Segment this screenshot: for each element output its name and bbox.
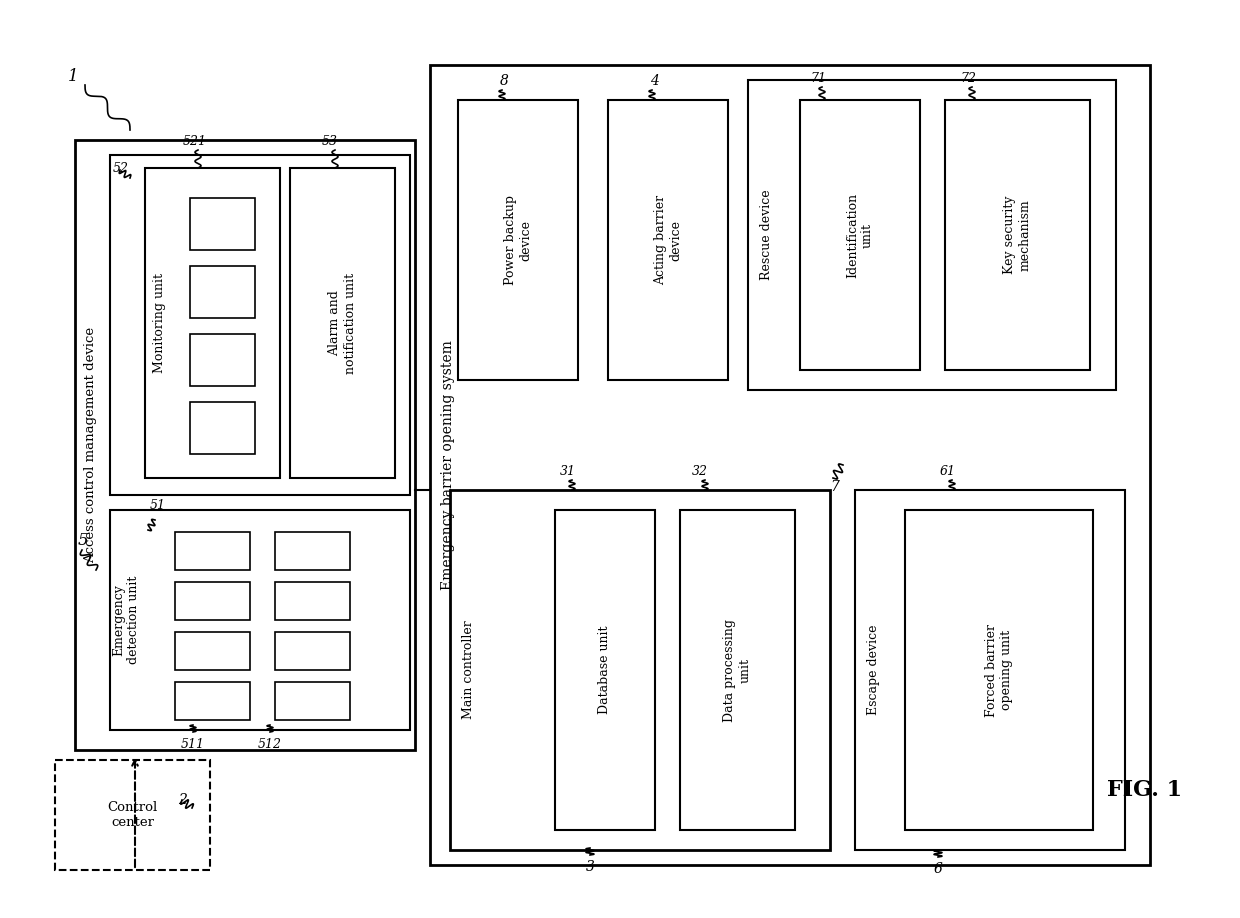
Text: Emergency barrier opening system: Emergency barrier opening system	[441, 340, 455, 590]
FancyBboxPatch shape	[175, 532, 250, 570]
FancyBboxPatch shape	[190, 334, 255, 386]
Text: Identification
unit: Identification unit	[846, 193, 874, 277]
FancyBboxPatch shape	[458, 100, 578, 380]
FancyBboxPatch shape	[275, 582, 350, 620]
Text: Acting barrier
device: Acting barrier device	[653, 195, 682, 285]
FancyBboxPatch shape	[430, 65, 1149, 865]
FancyBboxPatch shape	[190, 266, 255, 318]
FancyBboxPatch shape	[145, 168, 280, 478]
FancyBboxPatch shape	[450, 490, 830, 850]
FancyBboxPatch shape	[945, 100, 1090, 370]
Text: Database unit: Database unit	[599, 626, 611, 714]
Text: Power backup
device: Power backup device	[503, 195, 532, 285]
Text: Escape device: Escape device	[867, 625, 879, 715]
FancyBboxPatch shape	[110, 155, 410, 495]
FancyBboxPatch shape	[680, 510, 795, 830]
Text: Key security
mechanism: Key security mechanism	[1003, 196, 1032, 274]
Text: 512: 512	[258, 738, 281, 751]
Text: Forced barrier
opening unit: Forced barrier opening unit	[985, 623, 1013, 717]
FancyBboxPatch shape	[175, 582, 250, 620]
FancyBboxPatch shape	[905, 510, 1092, 830]
Text: Data processing
unit: Data processing unit	[723, 619, 751, 722]
Text: 52: 52	[113, 162, 129, 175]
FancyBboxPatch shape	[275, 632, 350, 670]
Text: Control
center: Control center	[108, 801, 157, 829]
FancyBboxPatch shape	[556, 510, 655, 830]
FancyBboxPatch shape	[175, 632, 250, 670]
Text: 6: 6	[934, 862, 942, 876]
FancyBboxPatch shape	[275, 532, 350, 570]
FancyBboxPatch shape	[608, 100, 728, 380]
Text: 521: 521	[184, 135, 207, 148]
FancyBboxPatch shape	[748, 80, 1116, 390]
FancyBboxPatch shape	[290, 168, 396, 478]
Text: 51: 51	[150, 499, 166, 512]
Text: Monitoring unit: Monitoring unit	[153, 273, 165, 373]
Text: 32: 32	[692, 465, 708, 478]
Text: 53: 53	[322, 135, 339, 148]
Text: FIG. 1: FIG. 1	[1107, 779, 1183, 801]
FancyBboxPatch shape	[856, 490, 1125, 850]
FancyBboxPatch shape	[110, 510, 410, 730]
Text: Alarm and
notification unit: Alarm and notification unit	[329, 273, 357, 374]
Text: Main controller: Main controller	[461, 621, 475, 720]
Text: Rescue device: Rescue device	[759, 190, 773, 280]
Text: 2: 2	[179, 793, 187, 807]
Text: 8: 8	[500, 74, 508, 88]
Text: 71: 71	[810, 72, 826, 85]
Text: 4: 4	[650, 74, 658, 88]
Text: 5: 5	[78, 532, 88, 548]
Text: 7: 7	[830, 480, 839, 494]
Text: Access control management device: Access control management device	[84, 327, 98, 563]
Text: 31: 31	[560, 465, 577, 478]
Text: 511: 511	[181, 738, 205, 751]
FancyBboxPatch shape	[55, 760, 210, 870]
Text: 61: 61	[940, 465, 956, 478]
Text: 72: 72	[960, 72, 976, 85]
Text: 3: 3	[585, 860, 594, 874]
FancyBboxPatch shape	[190, 402, 255, 454]
FancyBboxPatch shape	[190, 198, 255, 250]
Text: 1: 1	[68, 68, 78, 85]
FancyBboxPatch shape	[275, 682, 350, 720]
FancyBboxPatch shape	[175, 682, 250, 720]
FancyBboxPatch shape	[74, 140, 415, 750]
FancyBboxPatch shape	[800, 100, 920, 370]
Text: Emergency
detection unit: Emergency detection unit	[112, 576, 140, 665]
